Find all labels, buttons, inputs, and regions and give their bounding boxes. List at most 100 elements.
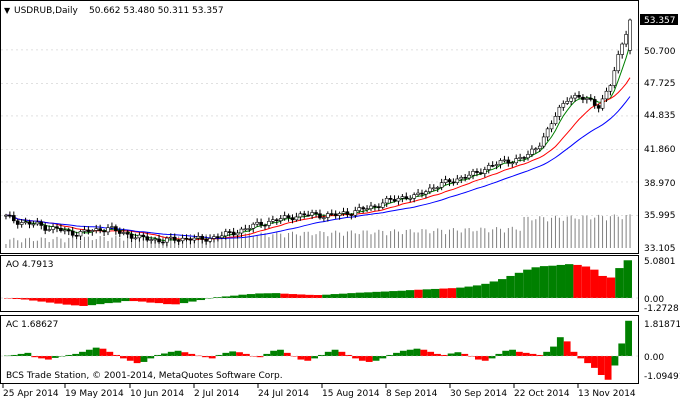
candle-body xyxy=(600,98,605,109)
volume-bar xyxy=(500,228,502,248)
candle-body xyxy=(471,171,475,176)
candle-body xyxy=(624,34,628,45)
ac-bar xyxy=(161,353,168,356)
volume-bar xyxy=(99,236,101,248)
ac-bar xyxy=(113,354,121,356)
ao-bar xyxy=(263,293,272,298)
ao-bar xyxy=(422,289,432,298)
volume-bar xyxy=(280,233,282,248)
volume-bar xyxy=(107,241,109,248)
candle-body xyxy=(565,101,570,104)
ao-bar xyxy=(288,294,298,298)
ac-bar xyxy=(488,356,496,359)
candle-body xyxy=(59,227,63,232)
ac-bar xyxy=(263,353,271,356)
volume-bar xyxy=(448,229,450,248)
ac-bar xyxy=(181,352,189,356)
volume-bar xyxy=(558,217,560,248)
candle-body xyxy=(506,159,511,164)
candle-body xyxy=(400,196,405,199)
volume-bar xyxy=(44,238,46,248)
ac-bar xyxy=(618,343,626,356)
volume-bar xyxy=(276,231,278,248)
symbol-label: USDRUB,Daily xyxy=(14,6,79,16)
candle-body xyxy=(518,157,522,159)
volume-bar xyxy=(91,240,93,248)
candle-body xyxy=(271,219,275,222)
candle-body xyxy=(616,54,621,72)
ac-bar xyxy=(154,354,161,356)
candle-body xyxy=(534,148,538,151)
volume-bar xyxy=(354,233,356,248)
volume-bar xyxy=(303,231,305,248)
ao-bar xyxy=(581,266,591,298)
ac-bar xyxy=(591,356,598,368)
volume-bar xyxy=(609,216,611,248)
candle-body xyxy=(267,221,271,226)
volume-bar xyxy=(221,234,223,248)
volume-bar xyxy=(582,215,584,248)
volume-bar xyxy=(327,236,329,248)
ao-bar xyxy=(188,298,197,302)
candle-body xyxy=(180,237,185,242)
volume-bar xyxy=(248,232,250,248)
date-label: 8 Sep 2014 xyxy=(386,389,438,399)
ac-bar xyxy=(399,350,407,356)
ac-label: AC 1.68627 xyxy=(6,320,58,330)
candle-body xyxy=(204,239,208,242)
price-candles[interactable] xyxy=(4,18,632,247)
volume-bar xyxy=(80,240,82,248)
volume-bar xyxy=(429,233,431,248)
candle-body xyxy=(278,218,283,222)
volume-bar xyxy=(421,229,423,248)
ac-bar xyxy=(174,350,182,356)
ac-axis: 1.81871 0.00 -1.09491 xyxy=(644,320,680,382)
volume-bar xyxy=(284,237,286,248)
volume-bar xyxy=(268,237,270,248)
candle-body xyxy=(514,158,519,164)
ac-bar xyxy=(24,352,32,356)
candle-body xyxy=(588,97,593,100)
candle-body xyxy=(176,240,181,242)
ac-bar xyxy=(270,350,278,356)
candle-body xyxy=(545,128,550,138)
ao-bar xyxy=(37,298,46,302)
candle-body xyxy=(165,237,169,243)
ao-bar xyxy=(70,298,80,306)
candle-body xyxy=(459,177,464,180)
volume-bar xyxy=(72,236,74,248)
volume-bar xyxy=(605,220,607,248)
ao-bar xyxy=(121,298,130,302)
candle-body xyxy=(184,237,189,240)
candle-body xyxy=(581,96,585,100)
candle-body xyxy=(357,207,362,211)
volume-bar xyxy=(366,230,368,248)
ac-tick: -1.09491 xyxy=(644,372,680,382)
volume-bar xyxy=(488,232,490,248)
volume-bar xyxy=(602,216,604,248)
ac-bar xyxy=(201,356,209,358)
ao-bar xyxy=(146,298,155,303)
candle-body xyxy=(494,164,499,166)
ao-bar xyxy=(255,293,264,298)
ac-bar xyxy=(515,351,523,356)
ac-bar xyxy=(352,356,359,359)
candle-body xyxy=(74,235,79,237)
volume-bar xyxy=(60,238,62,248)
candle-body xyxy=(431,187,436,190)
volume-bar xyxy=(119,237,121,248)
volume-bar xyxy=(362,230,364,248)
candle-body xyxy=(149,239,153,241)
candle-body xyxy=(537,145,542,150)
volume-bar xyxy=(515,229,517,248)
volume-bar xyxy=(252,236,254,248)
candle-body xyxy=(329,213,334,215)
ac-bar xyxy=(365,356,373,362)
candle-body xyxy=(522,157,526,159)
candle-body xyxy=(447,179,452,183)
ao-bar xyxy=(472,285,482,298)
ac-bar xyxy=(147,356,155,359)
ac-bar xyxy=(454,352,462,356)
